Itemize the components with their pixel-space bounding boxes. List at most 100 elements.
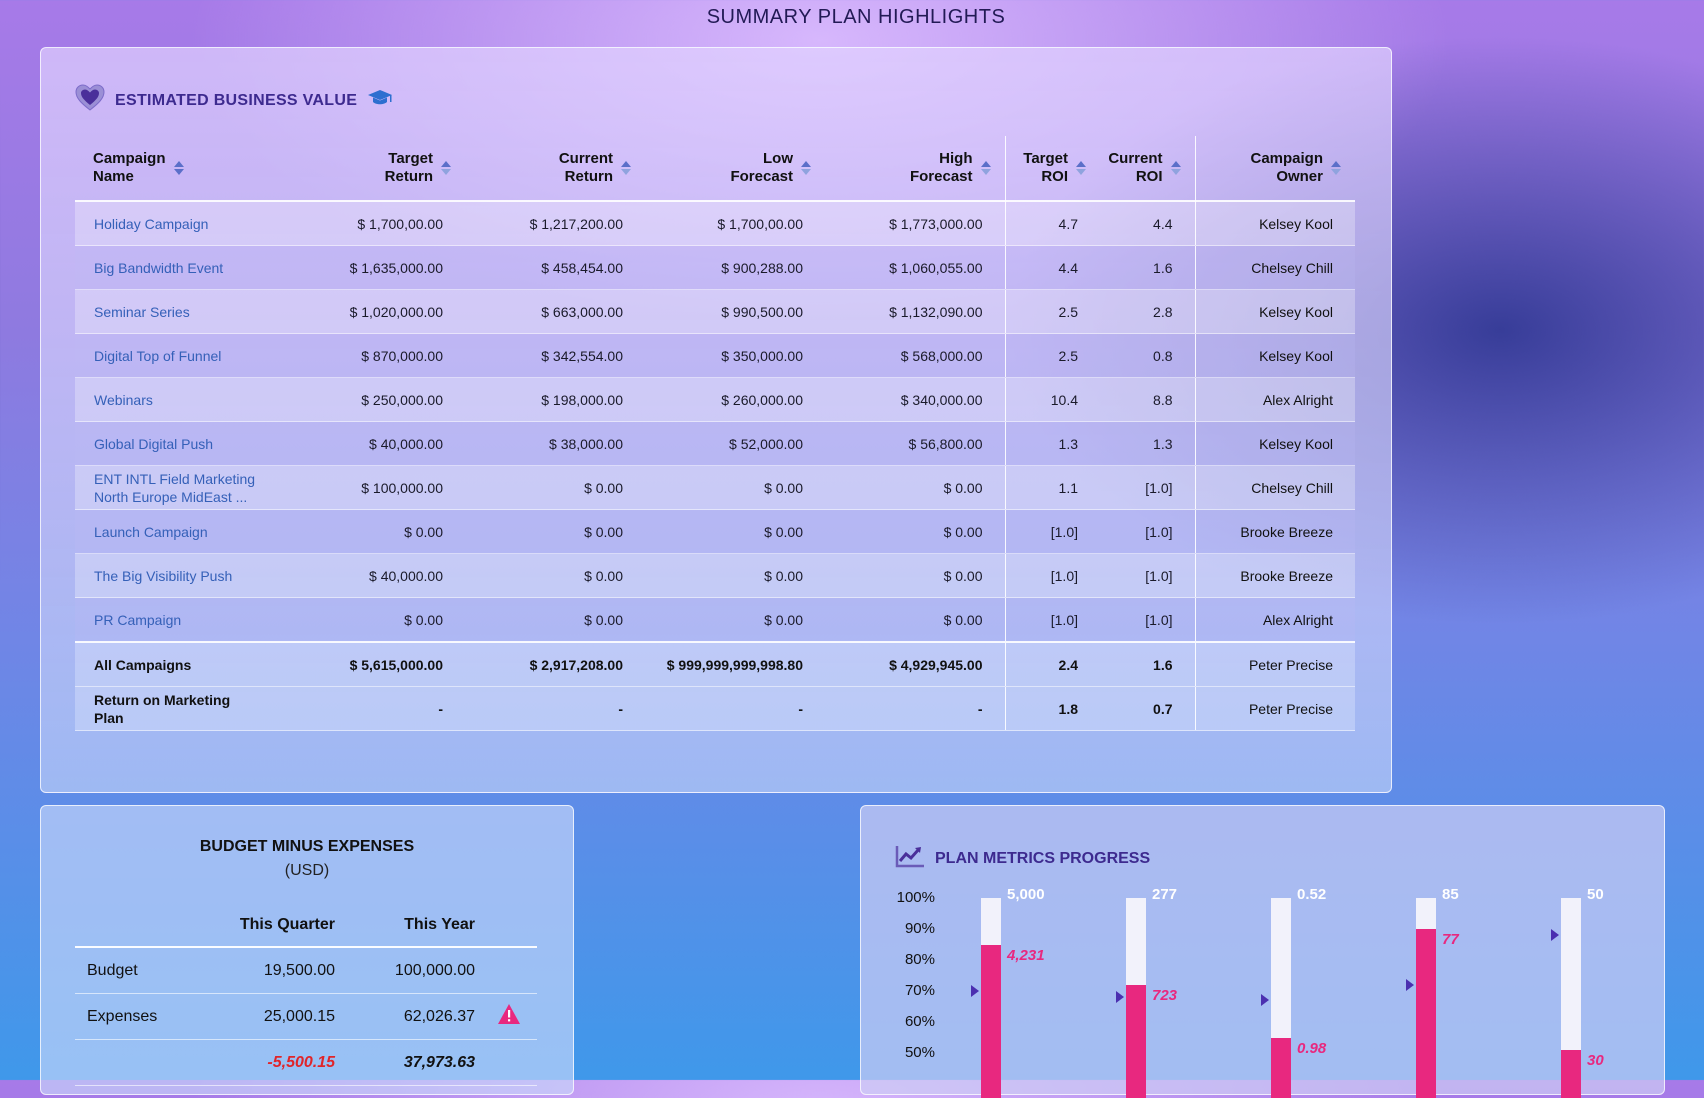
campaign-link[interactable]: PR Campaign [75,598,285,643]
cell-target-return: $ 250,000.00 [285,378,465,422]
net-quarter: -5,500.15 [205,1040,345,1086]
bar-fill [1271,1038,1291,1098]
net-year: 37,973.63 [345,1040,485,1086]
cell-owner: Alex Alright [1195,378,1355,422]
cell-target-return: $ 0.00 [285,510,465,554]
cell-current-roi: 1.3 [1100,422,1195,466]
cell-target-roi: 10.4 [1005,378,1100,422]
cell-low-forecast: $ 0.00 [645,598,825,643]
bar-fill [1561,1050,1581,1098]
cell-current-return: $ 663,000.00 [465,290,645,334]
sort-icon[interactable] [1076,161,1086,175]
cell-current-roi: 4.4 [1100,201,1195,246]
sort-icon[interactable] [1331,161,1341,175]
cell-target-roi: 1.3 [1005,422,1100,466]
budget-header-row: This Quarter This Year [75,916,537,947]
cell-target-return: $ 40,000.00 [285,554,465,598]
campaign-link[interactable]: Digital Top of Funnel [75,334,285,378]
table-row: Global Digital Push$ 40,000.00$ 38,000.0… [75,422,1355,466]
campaign-link[interactable]: Webinars [75,378,285,422]
y-tick-label: 70% [895,982,935,999]
cell-target-return: - [285,687,465,731]
sort-icon[interactable] [801,161,811,175]
business-value-title: ESTIMATED BUSINESS VALUE [115,92,357,110]
y-tick-label: 50% [895,1044,935,1061]
cell-low-forecast: $ 999,999,999,998.80 [645,642,825,687]
campaign-link[interactable]: Launch Campaign [75,510,285,554]
budget-table: This Quarter This Year Budget 19,500.00 … [75,916,537,1086]
bar-track [1416,898,1436,1098]
cell-low-forecast: $ 260,000.00 [645,378,825,422]
cell-target-roi: [1.0] [1005,510,1100,554]
sort-icon[interactable] [621,161,631,175]
cell-target-roi: 2.5 [1005,334,1100,378]
table-row: Launch Campaign$ 0.00$ 0.00$ 0.00$ 0.00[… [75,510,1355,554]
campaign-link[interactable]: Holiday Campaign [75,201,285,246]
campaign-link[interactable]: The Big Visibility Push [75,554,285,598]
y-tick-label: 90% [895,920,935,937]
cell-high-forecast: $ 0.00 [825,510,1005,554]
warning-icon[interactable] [497,1003,521,1030]
sort-icon[interactable] [174,161,184,175]
cell-current-return: $ 2,917,208.00 [465,642,645,687]
graduation-cap-icon[interactable] [367,89,393,112]
cell-target-return: $ 5,615,000.00 [285,642,465,687]
expenses-year: 62,026.37 [345,994,485,1040]
sort-icon[interactable] [1171,161,1181,175]
table-row: The Big Visibility Push$ 40,000.00 $ 0.00… [75,554,1355,598]
cell-high-forecast: $ 0.00 [825,554,1005,598]
cell-target-return: $ 1,020,000.00 [285,290,465,334]
table-row: ENT INTL Field Marketing North Europe Mi… [75,466,1355,510]
bar-actual-label: 4,231 [1007,947,1045,964]
cell-owner: Kelsey Kool [1195,201,1355,246]
cell-current-return: $ 0.00 [465,598,645,643]
table-row: Digital Top of Funnel$ 870,000.00$ 342,5… [75,334,1355,378]
cell-current-return: $ 342,554.00 [465,334,645,378]
col-this-year: This Year [345,916,485,947]
bar-actual-label: 0.98 [1297,1040,1326,1057]
sort-icon[interactable] [981,161,991,175]
bar-track [1561,898,1581,1098]
campaign-link[interactable]: Big Bandwidth Event [75,246,285,290]
bar-fill [1416,929,1436,1098]
col-this-quarter: This Quarter [205,916,345,947]
cell-high-forecast: $ 568,000.00 [825,334,1005,378]
sort-icon[interactable] [441,161,451,175]
campaign-link[interactable]: ENT INTL Field Marketing North Europe Mi… [75,466,285,510]
cell-target-roi: [1.0] [1005,598,1100,643]
cell-owner: Kelsey Kool [1195,422,1355,466]
cell-target-return: $ 1,635,000.00 [285,246,465,290]
cell-owner: Alex Alright [1195,598,1355,643]
budget-panel: BUDGET MINUS EXPENSES (USD) This Quarter… [40,805,574,1095]
cell-target-return: $ 1,700,00.00 [285,201,465,246]
cell-current-roi: [1.0] [1100,554,1195,598]
cell-low-forecast: $ 990,500.00 [645,290,825,334]
cell-target-roi: 4.7 [1005,201,1100,246]
cell-current-return: $ 0.00 [465,510,645,554]
bar-track [1126,898,1146,1098]
cell-high-forecast: $ 1,060,055.00 [825,246,1005,290]
cell-current-roi: 1.6 [1100,642,1195,687]
heart-icon [75,84,105,117]
campaign-link[interactable]: Seminar Series [75,290,285,334]
cell-current-return: - [465,687,645,731]
bar-track [981,898,1001,1098]
campaign-link[interactable]: Global Digital Push [75,422,285,466]
budget-row: Budget 19,500.00 100,000.00 [75,947,537,994]
cell-owner: Brooke Breeze [1195,554,1355,598]
cell-low-forecast: $ 0.00 [645,510,825,554]
cell-target-roi: 4.4 [1005,246,1100,290]
cell-current-roi: 1.6 [1100,246,1195,290]
cell-target-roi: 1.8 [1005,687,1100,731]
cell-current-roi: [1.0] [1100,510,1195,554]
